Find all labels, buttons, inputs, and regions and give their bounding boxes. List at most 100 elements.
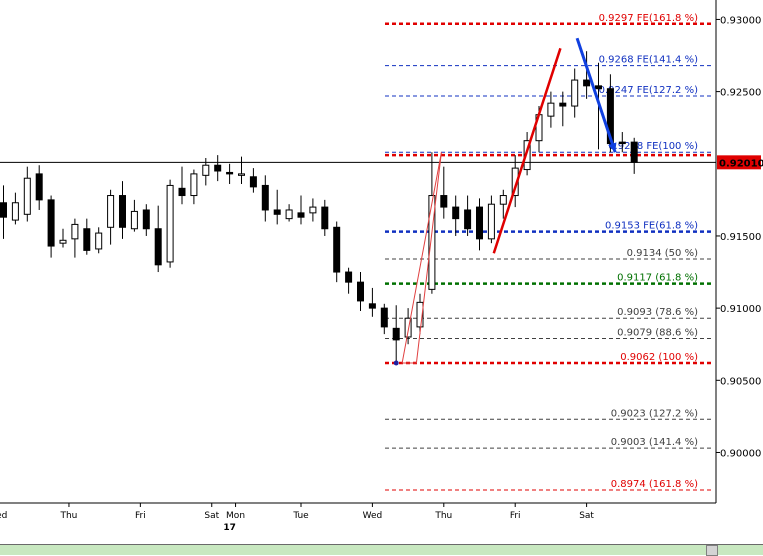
candle-body (226, 171, 234, 175)
candle-body (559, 102, 567, 107)
candle-body (59, 239, 67, 244)
candle (380, 303, 388, 335)
fib-level-label: 0.9117 (61.8 %) (617, 273, 698, 284)
x-date-label: 17 (223, 523, 236, 533)
candle (130, 199, 138, 232)
candle (630, 137, 638, 174)
candle-body (440, 195, 448, 208)
candle-body (499, 195, 507, 205)
candle-body (368, 303, 376, 309)
candle (368, 287, 376, 317)
candle-body (142, 209, 150, 230)
candle (559, 91, 567, 127)
candle (309, 198, 317, 222)
candle (571, 68, 579, 118)
fib-level-label: 0.9297 FE(161.8 %) (599, 13, 698, 24)
fib-level-label: 0.9023 (127.2 %) (611, 408, 698, 419)
candle-body (154, 228, 162, 266)
blue-arrow-shaft (575, 37, 617, 153)
blue-arrow-head (608, 142, 617, 153)
candle (499, 189, 507, 219)
candle-body (119, 195, 126, 228)
candle-body (0, 202, 7, 218)
candle (440, 166, 448, 219)
red-trend-line (492, 47, 562, 254)
fib-level-label: 0.9268 FE(141.4 %) (599, 55, 698, 66)
candle-body (630, 141, 638, 163)
candle-body (487, 203, 495, 240)
fib-level-label: 0.9003 (141.4 %) (611, 437, 698, 448)
fib-level-label: 0.9134 (50 %) (627, 248, 698, 259)
candle (547, 91, 555, 128)
candle (0, 185, 7, 239)
candle-body (595, 85, 602, 90)
candle (23, 166, 31, 222)
candle-body (95, 232, 103, 250)
candle-body (476, 206, 483, 240)
x-tick-label: Wed (363, 511, 383, 521)
candle-body (547, 102, 555, 117)
candle (428, 152, 436, 294)
fib-level-label: 0.9153 FE(61.8 %) (605, 221, 698, 232)
x-tick-label: Fri (510, 511, 521, 521)
x-tick-label: Mon (226, 511, 245, 521)
x-tick-label: Thu (59, 511, 77, 521)
fib-level-label: 0.9247 FE(127.2 %) (599, 85, 698, 96)
candle-body (309, 206, 317, 214)
candle-body (571, 79, 579, 107)
candle (238, 156, 245, 184)
candle-body (23, 177, 31, 215)
candle-body (618, 141, 626, 145)
candle (178, 166, 186, 205)
candle (190, 169, 198, 205)
candle (392, 305, 400, 363)
y-tick-label: 0.91000 (720, 304, 761, 315)
candle-body (404, 317, 412, 338)
candle (321, 199, 329, 236)
candle-body (11, 202, 19, 221)
candle-body (345, 271, 353, 283)
candle-body (273, 209, 281, 215)
candle (119, 181, 126, 239)
candle (476, 198, 483, 251)
candle-body (202, 164, 210, 176)
y-tick-label: 0.92500 (720, 88, 761, 99)
candle-body (357, 281, 364, 302)
candle (452, 195, 460, 236)
x-tick-label: Tue (292, 511, 309, 521)
candle-body (321, 206, 329, 230)
x-tick-label: Wed (0, 511, 7, 521)
axes: 0.93000 0.92500 0.91500 0.91000 0.90500 0.900… (0, 0, 763, 533)
candle-body (297, 212, 305, 218)
candle (249, 168, 257, 193)
candlesticks (0, 51, 638, 363)
candle (618, 132, 626, 153)
candle-body (416, 301, 424, 328)
candle-body (452, 206, 460, 220)
candle-body (464, 209, 472, 230)
fib-level-label: 0.9208 FE(100 %) (608, 141, 698, 152)
candle-body (190, 173, 198, 197)
scroll-corner-button[interactable] (706, 545, 718, 556)
candle-body (214, 164, 222, 172)
candle (35, 165, 43, 210)
expansion-triangle (401, 152, 442, 364)
candle (487, 195, 495, 244)
candle (47, 195, 55, 258)
candle-body (606, 88, 614, 145)
candle (226, 163, 234, 184)
candle-body (178, 187, 186, 197)
candle (214, 155, 222, 182)
candle-body (238, 173, 245, 176)
candle (416, 293, 424, 335)
annotations (0, 37, 716, 366)
candle (464, 195, 472, 236)
chart-scrollbar[interactable] (0, 544, 763, 555)
candle (59, 228, 67, 248)
candle-body (130, 210, 138, 230)
candle-body (428, 195, 436, 290)
fib-level-label: 0.9079 (88.6 %) (617, 327, 698, 338)
candle (583, 51, 591, 99)
candle (154, 205, 162, 273)
